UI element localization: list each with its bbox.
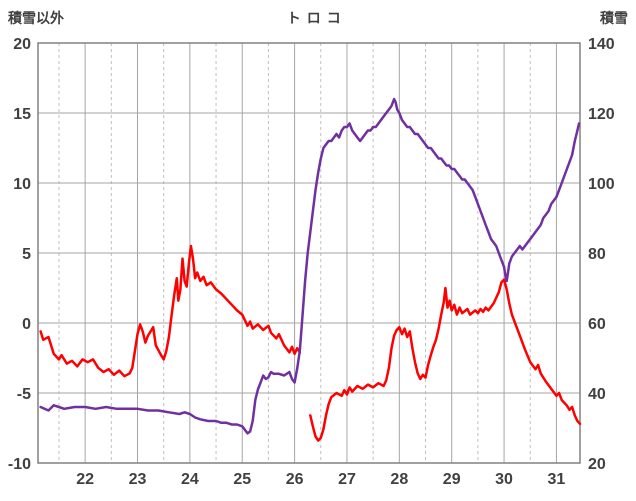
right-axis-tick-label: 80 xyxy=(588,246,606,263)
x-axis-tick-label: 29 xyxy=(443,471,461,488)
x-axis-tick-label: 24 xyxy=(181,471,199,488)
left-axis-tick-label: -5 xyxy=(17,386,31,403)
x-axis-tick-label: 31 xyxy=(548,471,566,488)
x-axis-tick-label: 25 xyxy=(233,471,251,488)
x-axis-tick-label: 27 xyxy=(338,471,356,488)
right-axis-title: 積雪 xyxy=(600,10,628,26)
right-axis-tick-label: 100 xyxy=(588,176,615,193)
left-axis-tick-label: 10 xyxy=(13,176,31,193)
chart-title: トロコ xyxy=(286,10,347,26)
right-axis-tick-label: 60 xyxy=(588,316,606,333)
right-axis-tick-label: 20 xyxy=(588,456,606,473)
x-axis-tick-label: 26 xyxy=(286,471,304,488)
left-axis-tick-label: 5 xyxy=(22,246,31,263)
series-line-red xyxy=(39,244,302,378)
x-axis-tick-label: 28 xyxy=(390,471,408,488)
series-line-red xyxy=(309,278,582,442)
left-axis-tick-label: 15 xyxy=(13,106,31,123)
left-axis-title: 積雪以外 xyxy=(8,10,64,26)
x-axis-tick-label: 22 xyxy=(76,471,94,488)
x-axis-tick-label: 23 xyxy=(129,471,147,488)
left-axis-tick-label: 0 xyxy=(22,316,31,333)
series-line-purple xyxy=(39,97,581,435)
right-axis-tick-label: 120 xyxy=(588,106,615,123)
right-axis-tick-label: 140 xyxy=(588,36,615,53)
x-axis-tick-label: 30 xyxy=(495,471,513,488)
right-axis-tick-label: 40 xyxy=(588,386,606,403)
plot-border xyxy=(37,42,581,464)
left-axis-tick-label: -10 xyxy=(8,456,31,473)
left-axis-tick-label: 20 xyxy=(13,36,31,53)
